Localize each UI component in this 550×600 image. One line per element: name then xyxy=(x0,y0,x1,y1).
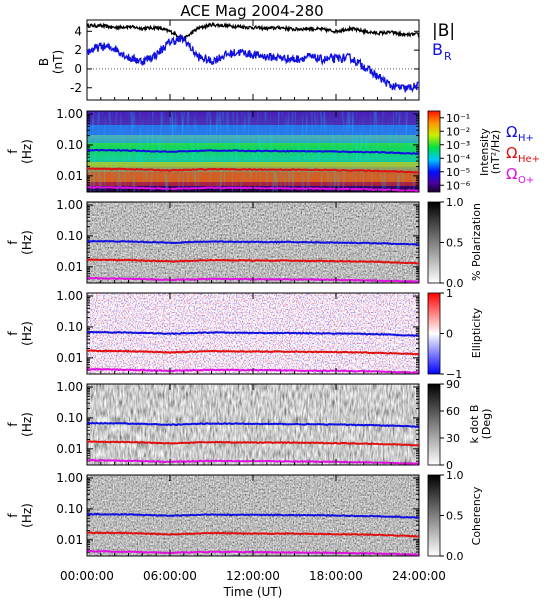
legend-omega-h: Ω xyxy=(506,123,517,141)
freq-ylabel-bottom: (Hz) xyxy=(20,139,34,164)
colorbar-tick-label: 0.0 xyxy=(446,277,464,290)
intensity-colorbar xyxy=(427,110,441,193)
freq-ylabel-bottom: (Hz) xyxy=(20,503,34,528)
colorbar-tick-label: 0 xyxy=(446,328,453,341)
omega-he-line xyxy=(86,167,420,174)
legend-omega-he: Ω xyxy=(506,144,517,162)
legend-omega-o: Ω xyxy=(506,165,517,183)
mag-y-tick-label: 4 xyxy=(74,24,82,38)
colorbar-tick-label: 0.0 xyxy=(446,550,464,563)
ellipticity-colorbar-ticks: 1 0 −1 xyxy=(440,287,462,381)
freq-ylabel-top: f xyxy=(6,513,20,518)
freq-tick-label: 1.00 xyxy=(56,289,83,303)
x-tick-label: 12:00:00 xyxy=(226,569,280,583)
freq-tick-label: 0.01 xyxy=(56,260,83,274)
colorbar-tick-label: 60 xyxy=(446,405,460,418)
freq-ylabel-bottom: (Hz) xyxy=(20,230,34,255)
polarization-colorbar xyxy=(427,201,441,284)
ellipticity-cb-label: Ellipticity xyxy=(470,307,483,358)
colorbar-tick-label: 1.0 xyxy=(446,469,464,482)
freq-tick-label: 1.00 xyxy=(56,471,83,485)
colorbar-tick-label: 0.5 xyxy=(446,237,464,250)
polarization-colorbar-ticks: 1.0 0.5 0.0 xyxy=(440,196,464,290)
freq-tick-label: 1.00 xyxy=(56,107,83,121)
legend-omega-o-sub: O+ xyxy=(518,175,534,186)
x-axis-label: Time (UT) xyxy=(223,585,283,599)
intensity-colorbar-ticks: 10⁻¹10⁻²10⁻³10⁻⁴10⁻⁵10⁻⁶ xyxy=(440,112,471,192)
freq-ylabel-bottom: (Hz) xyxy=(20,321,34,346)
chart-title: ACE Mag 2004-280 xyxy=(180,2,323,20)
x-tick-label: 06:00:00 xyxy=(143,569,197,583)
omega-h-line xyxy=(86,330,420,338)
legend-omega-he-sub: He+ xyxy=(518,154,540,165)
kdotb-cb-label-top: k dot B xyxy=(468,405,481,444)
colorbar-tick-label: 10⁻¹ xyxy=(446,112,470,125)
colorbar-tick-label: 10⁻⁴ xyxy=(446,152,471,165)
colorbar-tick-label: −1 xyxy=(446,368,462,381)
colorbar-tick-label: 1.0 xyxy=(446,196,464,209)
colorbar-tick-label: 10⁻³ xyxy=(446,139,470,152)
mag-ylabel-top: B xyxy=(37,58,51,66)
freq-tick-label: 0.01 xyxy=(56,351,83,365)
kdotb-colorbar xyxy=(427,383,441,466)
freq-tick-label: 0.10 xyxy=(56,138,83,152)
x-tick-label: 18:00:00 xyxy=(309,569,363,583)
colorbar-tick-label: 30 xyxy=(446,432,460,445)
freq-tick-label: 0.01 xyxy=(56,533,83,547)
legend-btot: |B| xyxy=(432,21,455,41)
kdotb-cb-label-bottom: (Deg) xyxy=(480,409,493,440)
ellipticity-colorbar xyxy=(427,292,441,375)
coherency-cb-label: Coherency xyxy=(470,486,483,545)
freq-ylabel-top: f xyxy=(6,422,20,427)
colorbar-tick-label: 10⁻⁵ xyxy=(446,166,470,179)
omega-he-line xyxy=(86,440,420,447)
freq-tick-label: 0.10 xyxy=(56,320,83,334)
freq-tick-label: 0.10 xyxy=(56,229,83,243)
intensity-cb-label-bottom: (nT²/Hz) xyxy=(489,130,502,174)
x-tick-label: 00:00:00 xyxy=(60,569,114,583)
colorbar-tick-label: 10⁻⁶ xyxy=(446,179,471,192)
colorbar-tick-label: 10⁻² xyxy=(446,125,470,138)
freq-ylabel-top: f xyxy=(6,149,20,154)
br-series-line xyxy=(86,33,420,93)
omega-h-line xyxy=(86,239,420,246)
omega-he-line xyxy=(86,531,420,538)
freq-tick-label: 0.10 xyxy=(56,411,83,425)
freq-tick-label: 1.00 xyxy=(56,198,83,212)
legend-br-sub: R xyxy=(444,50,452,63)
kdotb-colorbar-ticks: 90 60 30 0 xyxy=(440,378,460,472)
colorbar-tick-label: 0 xyxy=(446,459,453,472)
mag-y-tick-label: -2 xyxy=(70,81,82,95)
omega-he-line xyxy=(86,258,420,265)
freq-tick-label: 0.01 xyxy=(56,169,83,183)
freq-tick-label: 0.01 xyxy=(56,442,83,456)
x-tick-label: 24:00:00 xyxy=(392,569,446,583)
freq-tick-label: 0.10 xyxy=(56,502,83,516)
polarization-cb-label: % Polarization xyxy=(470,203,483,281)
coherency-colorbar xyxy=(427,474,441,557)
legend-omega-h-sub: H+ xyxy=(518,133,534,144)
mag-y-tick-label: 2 xyxy=(74,43,82,57)
omega-he-line xyxy=(86,349,420,356)
intensity-cb-label-top: Intensity xyxy=(478,128,491,176)
omega-h-line xyxy=(87,148,420,156)
freq-ylabel-top: f xyxy=(6,331,20,336)
btot-series-line xyxy=(86,21,420,43)
freq-ylabel-top: f xyxy=(6,240,20,245)
coherency-colorbar-ticks: 1.0 0.5 0.0 xyxy=(440,469,464,563)
mag-y-tick-label: 0 xyxy=(74,62,82,76)
freq-ylabel-bottom: (Hz) xyxy=(20,412,34,437)
colorbar-tick-label: 90 xyxy=(446,378,460,391)
mag-ylabel-bottom: (nT) xyxy=(51,50,65,74)
freq-tick-label: 1.00 xyxy=(56,380,83,394)
colorbar-tick-label: 1 xyxy=(446,287,453,300)
time-axis: 00:00:00 06:00:00 12:00:00 18:00:00 24:00:00 xyxy=(60,20,446,583)
colorbar-tick-label: 0.5 xyxy=(446,510,464,523)
omega-h-line xyxy=(86,512,420,519)
omega-h-line xyxy=(86,421,420,428)
legend-br: B xyxy=(432,40,443,59)
mag-panel: 4 2 0 -2 B (nT) |B| B R xyxy=(37,19,455,101)
